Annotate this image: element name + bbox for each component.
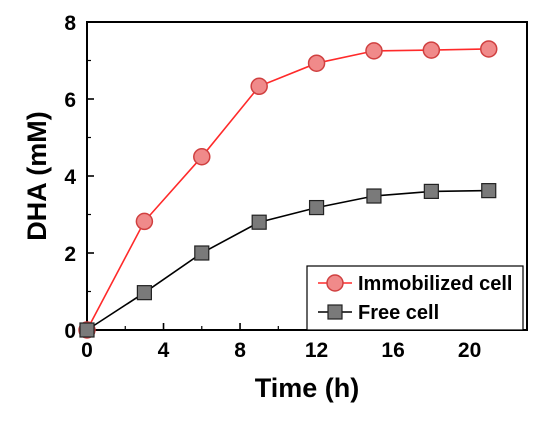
data-point [193, 148, 211, 166]
y-tick-label: 8 [64, 12, 76, 35]
legend-marker-immobilized [326, 274, 344, 292]
legend-box [306, 265, 524, 331]
data-point [251, 214, 267, 230]
x-tick-label: 4 [158, 339, 170, 362]
data-point [423, 183, 439, 199]
data-point [194, 245, 210, 261]
data-point [479, 40, 498, 58]
data-point [307, 54, 326, 72]
x-tick-label: 16 [381, 339, 404, 362]
x-tick-label: 8 [234, 339, 246, 362]
data-point [250, 77, 268, 96]
data-point [136, 285, 152, 301]
data-point [79, 322, 95, 338]
x-tick-label: 12 [305, 339, 328, 362]
data-point [481, 183, 497, 199]
y-axis: 0 2 4 6 8 [64, 12, 94, 343]
legend-label-immobilized: Immobilized cell [358, 273, 512, 295]
x-axis-title: Time (h) [255, 373, 360, 403]
data-point [365, 42, 383, 60]
data-point [422, 41, 441, 59]
y-tick-label: 6 [64, 89, 76, 112]
x-tick-label: 20 [458, 339, 481, 362]
series-layer [78, 40, 498, 339]
y-tick-label: 2 [64, 243, 76, 266]
x-axis: 0 4 8 12 16 20 [81, 323, 509, 362]
data-point [135, 212, 154, 231]
y-axis-title: DHA (mM) [22, 111, 52, 240]
data-point [308, 199, 325, 216]
legend-label-free: Free cell [358, 302, 439, 324]
y-tick-label: 4 [64, 166, 76, 189]
legend-marker-free [327, 304, 343, 320]
data-point [366, 188, 382, 204]
series-line-0 [86, 48, 489, 331]
x-tick-label: 0 [81, 339, 93, 362]
legend: Immobilized cell Free cell [306, 265, 524, 331]
series-line-1 [86, 189, 489, 331]
y-tick-label: 0 [64, 320, 76, 343]
